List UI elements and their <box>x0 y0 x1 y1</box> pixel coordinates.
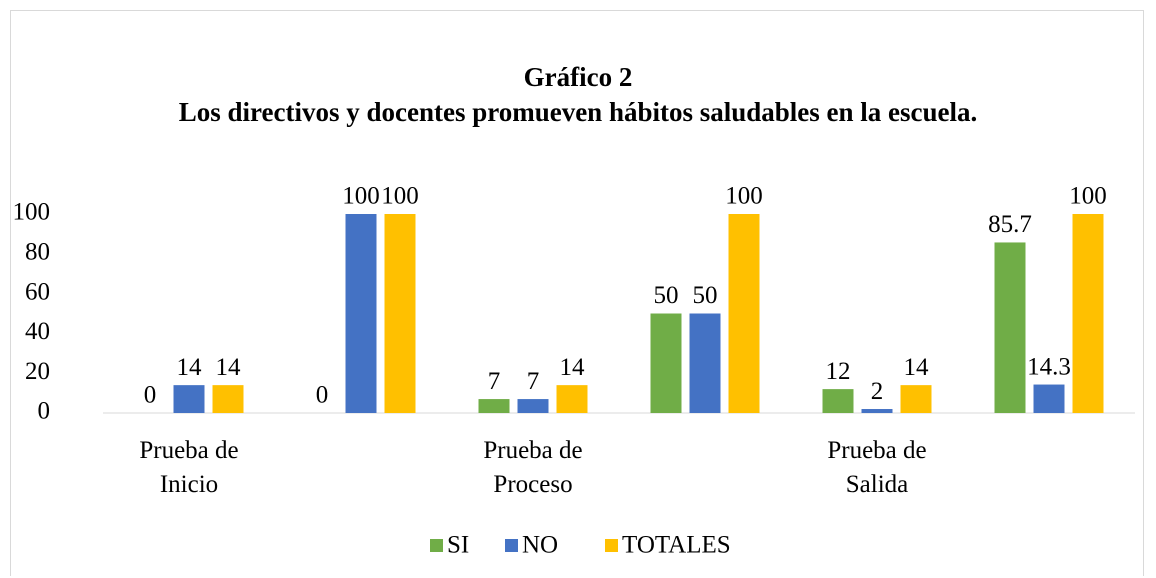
bar <box>212 385 244 413</box>
data-label: 14 <box>560 354 586 381</box>
chart-frame <box>10 10 1144 576</box>
data-label: 14.3 <box>1027 353 1071 380</box>
bar <box>1033 384 1065 413</box>
legend-label: SI <box>447 532 469 559</box>
data-label: 7 <box>488 368 501 395</box>
data-label: 0 <box>144 382 157 409</box>
bar <box>1072 214 1104 413</box>
bar <box>861 409 893 413</box>
legend-label: NO <box>522 532 558 559</box>
y-tick-label: 20 <box>25 358 50 385</box>
legend-swatch <box>605 539 618 552</box>
data-label: 100 <box>381 183 419 210</box>
data-label: 12 <box>826 358 851 385</box>
bar <box>345 214 377 413</box>
data-label: 100 <box>342 183 380 210</box>
data-label: 14 <box>216 354 242 381</box>
y-tick-label: 40 <box>25 318 50 345</box>
bar <box>822 389 854 413</box>
bar <box>556 385 588 413</box>
chart-title: Gráfico 2 <box>523 62 633 92</box>
data-label: 50 <box>654 282 679 309</box>
legend-label: TOTALES <box>622 532 731 559</box>
data-label: 7 <box>527 368 540 395</box>
data-label: 100 <box>725 183 763 210</box>
x-tick-label: Prueba de Salida <box>827 437 927 498</box>
data-label: 14 <box>177 354 203 381</box>
bar <box>384 214 416 413</box>
data-label: 100 <box>1069 183 1107 210</box>
bar <box>900 385 932 413</box>
bar <box>689 313 721 413</box>
y-tick-label: 0 <box>38 398 51 425</box>
data-label: 85.7 <box>988 211 1032 238</box>
bar <box>650 313 682 413</box>
legend-swatch <box>430 539 443 552</box>
data-label: 14 <box>904 354 930 381</box>
y-tick-label: 60 <box>25 278 50 305</box>
y-tick-label: 80 <box>25 239 50 266</box>
data-label: 0 <box>316 382 329 409</box>
chart-subtitle: Los directivos y docentes promueven hábi… <box>178 97 978 127</box>
data-label: 2 <box>871 378 884 405</box>
bar <box>173 385 205 413</box>
data-label: 50 <box>693 282 718 309</box>
bar <box>517 399 549 413</box>
y-tick-label: 100 <box>13 199 51 226</box>
legend-swatch <box>505 539 518 552</box>
x-tick-label: Prueba de Inicio <box>139 437 239 498</box>
bar <box>478 399 510 413</box>
x-tick-label: Prueba de Proceso <box>483 437 583 498</box>
bar <box>728 214 760 413</box>
bar <box>994 242 1026 413</box>
